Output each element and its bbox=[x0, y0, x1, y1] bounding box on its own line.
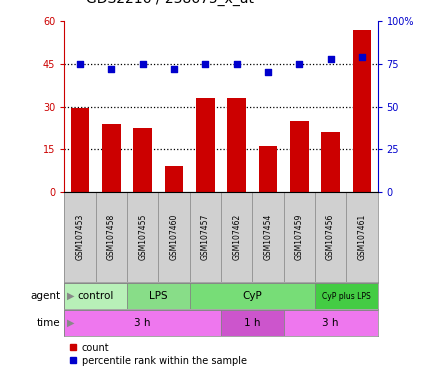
Point bbox=[201, 61, 208, 67]
Bar bbox=[70, 108, 89, 192]
Text: control: control bbox=[77, 291, 114, 301]
Bar bbox=[227, 98, 246, 192]
Text: 3 h: 3 h bbox=[322, 318, 338, 328]
Text: GSM107453: GSM107453 bbox=[76, 214, 84, 260]
Text: CyP plus LPS: CyP plus LPS bbox=[321, 291, 370, 301]
Text: GSM107454: GSM107454 bbox=[263, 214, 272, 260]
Bar bbox=[189, 283, 314, 309]
Bar bbox=[289, 121, 308, 192]
Text: time: time bbox=[36, 318, 60, 328]
Point bbox=[170, 66, 177, 72]
Text: GSM107459: GSM107459 bbox=[294, 214, 303, 260]
Text: ▶: ▶ bbox=[66, 291, 74, 301]
Point bbox=[108, 66, 115, 72]
Bar bbox=[64, 310, 220, 336]
Text: GSM107461: GSM107461 bbox=[357, 214, 365, 260]
Text: 1 h: 1 h bbox=[243, 318, 260, 328]
Bar bbox=[314, 283, 377, 309]
Text: 3 h: 3 h bbox=[134, 318, 151, 328]
Bar bbox=[164, 166, 183, 192]
Point bbox=[76, 61, 83, 67]
Text: GSM107456: GSM107456 bbox=[326, 214, 334, 260]
Point bbox=[139, 61, 146, 67]
Bar bbox=[102, 124, 121, 192]
Point bbox=[295, 61, 302, 67]
Bar bbox=[127, 283, 189, 309]
Text: GSM107462: GSM107462 bbox=[232, 214, 240, 260]
Bar bbox=[320, 132, 339, 192]
Text: LPS: LPS bbox=[149, 291, 167, 301]
Bar bbox=[64, 283, 127, 309]
Bar bbox=[258, 146, 277, 192]
Text: GSM107455: GSM107455 bbox=[138, 214, 147, 260]
Bar bbox=[283, 310, 377, 336]
Point bbox=[358, 54, 365, 60]
Bar bbox=[220, 310, 283, 336]
Point bbox=[233, 61, 240, 67]
Bar bbox=[133, 128, 152, 192]
Legend: count, percentile rank within the sample: count, percentile rank within the sample bbox=[69, 343, 247, 366]
Text: ▶: ▶ bbox=[66, 318, 74, 328]
Text: GSM107457: GSM107457 bbox=[201, 214, 209, 260]
Bar bbox=[352, 30, 371, 192]
Bar bbox=[195, 98, 214, 192]
Text: GSM107460: GSM107460 bbox=[169, 214, 178, 260]
Point bbox=[326, 56, 333, 62]
Text: GSM107458: GSM107458 bbox=[107, 214, 115, 260]
Text: GDS2216 / 238675_x_at: GDS2216 / 238675_x_at bbox=[86, 0, 253, 6]
Text: agent: agent bbox=[30, 291, 60, 301]
Text: CyP: CyP bbox=[242, 291, 262, 301]
Point bbox=[264, 70, 271, 76]
